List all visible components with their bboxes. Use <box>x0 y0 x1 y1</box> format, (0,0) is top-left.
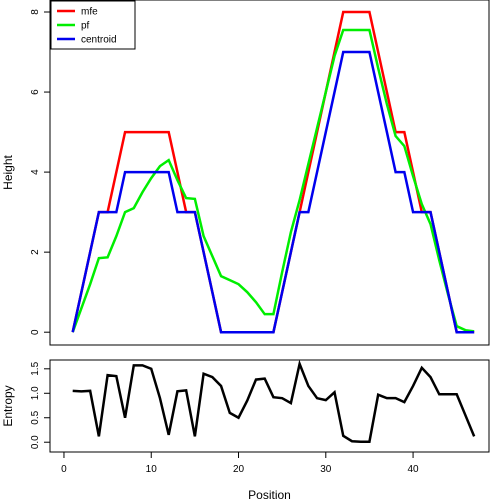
x-tick-label: 40 <box>408 464 420 475</box>
y-axis-label: Height <box>1 154 15 189</box>
legend-label: mfe <box>81 7 98 18</box>
x-tick-label: 0 <box>61 464 67 475</box>
y-tick-label: 4 <box>30 169 41 175</box>
plot-frame <box>49 359 490 453</box>
y-tick-label: 6 <box>30 89 41 95</box>
line <box>72 359 476 443</box>
x-tick-label: 10 <box>146 464 158 475</box>
y-tick-label: 0.0 <box>30 435 41 449</box>
y-tick-label: 0.5 <box>30 410 41 424</box>
y-tick-label: 8 <box>30 9 41 15</box>
y-tick-label: 1.0 <box>30 386 41 400</box>
line-1 <box>71 28 475 333</box>
x-tick-label: 20 <box>233 464 245 475</box>
legend-label: centroid <box>81 35 117 46</box>
y-tick-label: 0 <box>30 329 41 335</box>
y-axis-label: Entropy <box>1 385 15 426</box>
line-2 <box>71 50 475 334</box>
y-tick-label: 2 <box>30 249 41 255</box>
legend-label: pf <box>81 21 90 32</box>
x-tick-label: 30 <box>320 464 332 475</box>
y-tick-label: 1.5 <box>30 361 41 375</box>
legend-box <box>50 0 136 50</box>
x-axis-label: Position <box>248 488 291 502</box>
